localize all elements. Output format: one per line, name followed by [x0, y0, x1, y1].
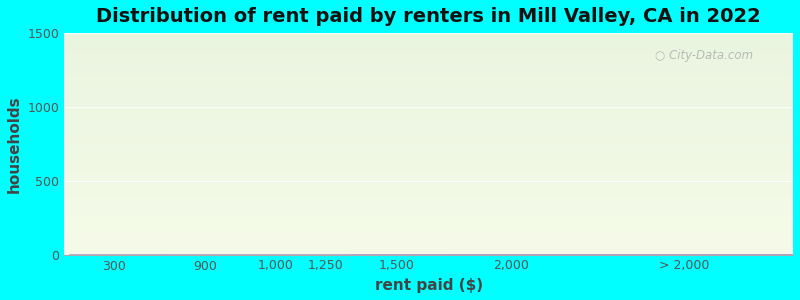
Bar	[579, 254, 800, 255]
Title: Distribution of rent paid by renters in Mill Valley, CA in 2022: Distribution of rent paid by renters in …	[96, 7, 761, 26]
Text: ○ City-Data.com: ○ City-Data.com	[654, 49, 753, 62]
X-axis label: rent paid ($): rent paid ($)	[374, 278, 482, 293]
Y-axis label: households: households	[7, 95, 22, 193]
